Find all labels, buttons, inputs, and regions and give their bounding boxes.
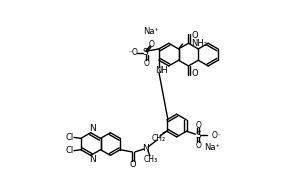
Text: CH₃: CH₃ <box>144 155 158 164</box>
Text: O: O <box>149 40 155 49</box>
Text: ⁻O: ⁻O <box>128 48 138 57</box>
Text: N: N <box>89 124 96 133</box>
Text: NH₂: NH₂ <box>192 39 207 48</box>
Text: CH₂: CH₂ <box>152 134 166 143</box>
Text: O⁻: O⁻ <box>211 131 221 140</box>
Text: N: N <box>143 144 149 153</box>
Text: N: N <box>89 155 96 164</box>
Text: O: O <box>191 31 198 40</box>
Text: C: C <box>132 151 133 152</box>
Text: O: O <box>130 160 136 169</box>
Text: O: O <box>191 69 198 78</box>
Text: Na⁺: Na⁺ <box>143 28 159 36</box>
Text: Cl: Cl <box>66 146 74 155</box>
Text: O: O <box>196 141 201 150</box>
Text: S: S <box>142 48 148 57</box>
Text: Cl: Cl <box>66 133 74 142</box>
Text: NH: NH <box>155 66 168 75</box>
Text: Na⁺: Na⁺ <box>204 143 220 152</box>
Text: S: S <box>196 131 201 140</box>
Text: O: O <box>144 59 150 68</box>
Text: O: O <box>196 121 201 130</box>
